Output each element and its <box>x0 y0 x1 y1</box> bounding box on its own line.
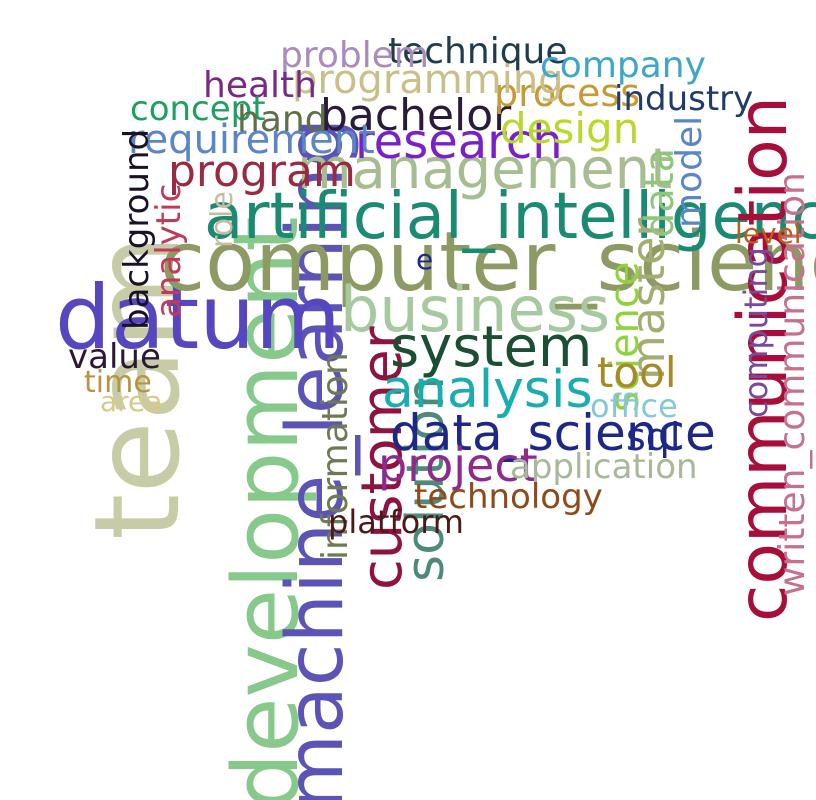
word-area: area <box>100 385 163 418</box>
word-management: management <box>297 137 673 202</box>
word-system: system <box>390 315 593 380</box>
word-requirement: requirement <box>128 117 375 163</box>
word-program: program <box>168 146 356 197</box>
word-process: process <box>494 71 641 115</box>
word-technology: technology <box>414 477 603 517</box>
word-level: level <box>735 217 802 250</box>
word-computing: computing <box>737 247 775 418</box>
word-problem: problem <box>280 35 429 76</box>
word-application: application <box>510 447 698 487</box>
word-tool: tool <box>597 348 677 397</box>
word-business: business <box>340 273 611 346</box>
word-sql: sql <box>626 415 681 459</box>
word-research: research <box>355 114 563 170</box>
word-time: time <box>84 365 152 400</box>
word-computer-science: computer_science <box>160 215 816 310</box>
word-artificial-intelligence: artificial_intelligence <box>204 180 816 254</box>
word-data-science: data_science <box>390 404 716 462</box>
word-analytic: analytic <box>149 183 189 318</box>
word-bachelor: bachelor <box>320 90 512 141</box>
word-e: e <box>416 243 434 276</box>
word-design: design <box>500 104 640 153</box>
word-company: company <box>540 45 706 86</box>
word-industry: industry <box>614 79 754 119</box>
word-value: value <box>68 337 161 377</box>
word-model: model <box>669 115 710 228</box>
word-role: role <box>205 191 240 248</box>
word-hand: hand <box>237 99 328 140</box>
word-analysis: analysis <box>382 360 593 420</box>
word-technique: technique <box>388 31 568 72</box>
word-programming: programming <box>292 57 564 103</box>
word-office: office <box>590 387 678 425</box>
word-concept: concept <box>130 89 266 129</box>
word-platform: platform <box>328 503 464 541</box>
word-datum: datum <box>55 266 341 369</box>
word-health: health <box>203 65 317 106</box>
word-project: project <box>378 438 538 492</box>
